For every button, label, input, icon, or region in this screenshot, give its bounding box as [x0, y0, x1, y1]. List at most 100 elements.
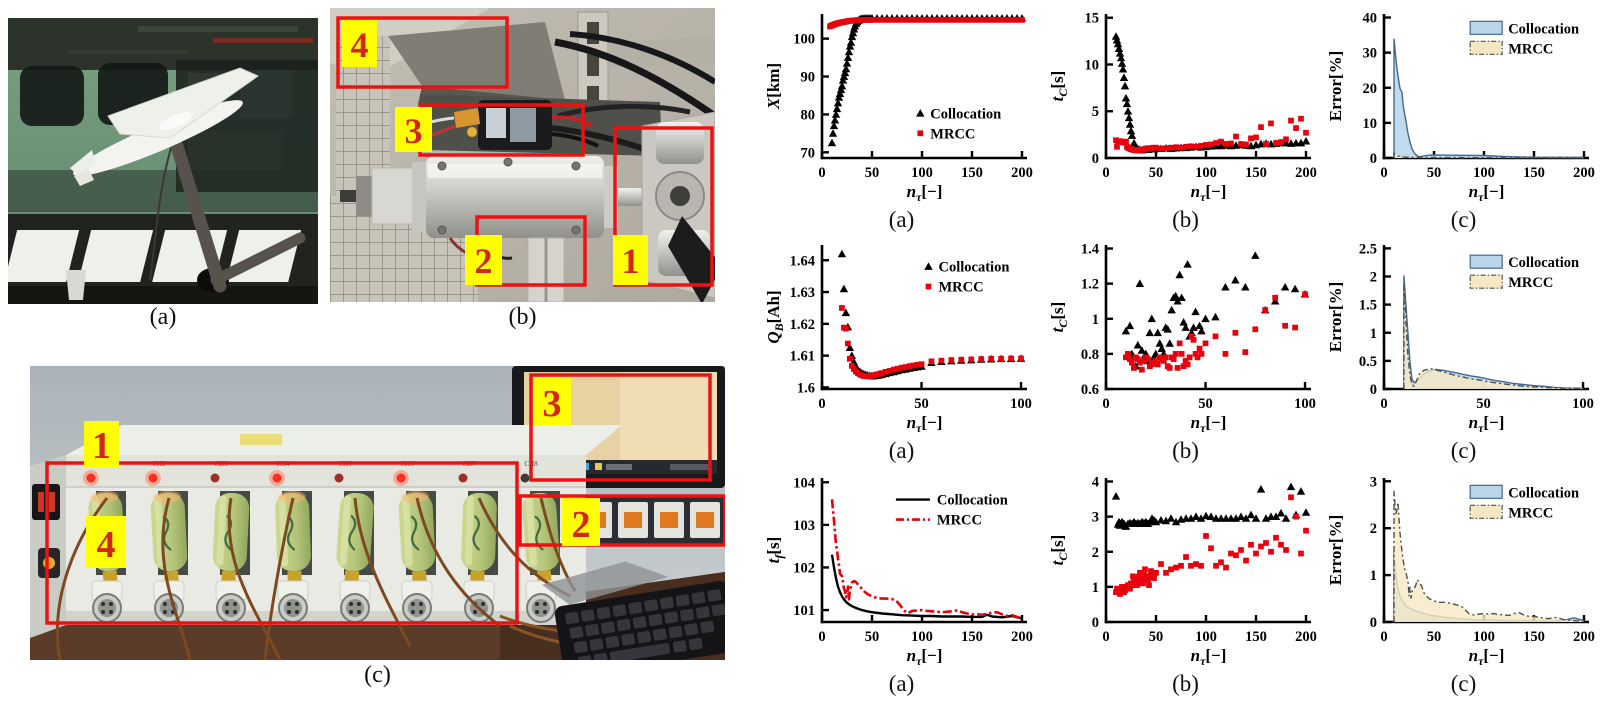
svg-text:50: 50: [1427, 629, 1442, 645]
chart-caption: (a): [888, 207, 915, 232]
channel-led: [210, 473, 220, 483]
svg-text:200: 200: [1011, 629, 1033, 645]
annotation-label: [342, 20, 377, 67]
svg-text:0.8: 0.8: [1081, 347, 1099, 363]
svg-text:tC[s]: tC[s]: [1048, 71, 1070, 102]
svg-text:0: 0: [1370, 615, 1377, 631]
svg-text:nτ[−]: nτ[−]: [1191, 646, 1227, 666]
photo-motor-rig: 4 3 2 1: [330, 8, 715, 302]
power-cable: [554, 38, 715, 119]
photo-wind-tunnel: [8, 18, 318, 304]
annotation-label: [613, 235, 648, 285]
svg-text:150: 150: [1245, 629, 1267, 645]
svg-text:tC[s]: tC[s]: [1048, 302, 1070, 333]
annotation-number: 1: [622, 241, 640, 281]
chart-caption: (c): [1450, 671, 1477, 696]
svg-text:X[km]: X[km]: [764, 63, 783, 110]
tunnel-window: [20, 66, 84, 126]
photo-caption-a: (a): [149, 304, 177, 330]
svg-text:100: 100: [1473, 629, 1495, 645]
svg-text:0: 0: [1380, 165, 1387, 181]
svg-text:100: 100: [1473, 165, 1495, 181]
svg-text:Collocation: Collocation: [939, 260, 1010, 276]
svg-text:0: 0: [1102, 396, 1109, 412]
svg-text:1.64: 1.64: [790, 253, 815, 269]
chart-caption: (c): [1450, 207, 1477, 232]
svg-text:Collocation: Collocation: [1508, 255, 1579, 271]
chart-caption: (b): [1172, 438, 1199, 463]
svg-text:150: 150: [1523, 165, 1545, 181]
svg-text:100: 100: [1572, 396, 1594, 412]
support-strut: [165, 123, 227, 293]
svg-text:0: 0: [818, 396, 825, 412]
svg-text:100: 100: [911, 165, 933, 181]
svg-text:200: 200: [1573, 629, 1595, 645]
uav-model: [70, 67, 260, 186]
svg-text:nτ[−]: nτ[−]: [1469, 413, 1505, 433]
channel-led: [272, 473, 282, 483]
svg-text:150: 150: [961, 165, 983, 181]
chart-caption: (a): [888, 438, 915, 463]
svg-text:50: 50: [1476, 396, 1491, 412]
svg-text:200: 200: [1295, 165, 1317, 181]
svg-text:QB[Ah]: QB[Ah]: [764, 290, 786, 343]
svg-text:3: 3: [1370, 474, 1377, 490]
svg-text:0: 0: [1092, 151, 1099, 167]
chart-tc-vs-n-row2: 0 50 100 0.6 0.8 1 1.2 1.4 nτ[−] tC[s] (b): [1048, 233, 1323, 464]
svg-text:50: 50: [1198, 396, 1213, 412]
svg-text:nτ[−]: nτ[−]: [1191, 413, 1227, 433]
keyboard: [542, 561, 725, 660]
photo-caption-c: (c): [364, 662, 391, 688]
channel-led: [520, 473, 530, 483]
annotation-box-2: [518, 494, 725, 547]
svg-text:100: 100: [793, 32, 815, 48]
svg-text:2: 2: [1092, 545, 1099, 561]
svg-text:70: 70: [801, 145, 816, 161]
channel-led: [86, 473, 96, 483]
svg-text:4: 4: [1092, 475, 1099, 491]
svg-text:MRCC: MRCC: [937, 513, 982, 529]
chart-canvas: 0 50 100 0 0.5 1 1.5 2 2.5 nτ[−] Error[%] Collocati…: [1326, 241, 1594, 435]
svg-text:nτ[−]: nτ[−]: [1191, 182, 1227, 202]
paper-cup: [66, 270, 86, 300]
xt60-connector: [454, 108, 480, 128]
svg-text:0: 0: [1370, 382, 1377, 398]
svg-text:0: 0: [1370, 151, 1377, 167]
svg-text:MRCC: MRCC: [930, 126, 975, 142]
svg-text:150: 150: [1245, 165, 1267, 181]
chart-qb-vs-n: 0 50 100 1.6 1.61 1.62 1.63 1.64 nτ[−] QB[Ah] Coll…: [764, 233, 1039, 464]
svg-text:10: 10: [1085, 57, 1100, 73]
annotation-label: [395, 107, 432, 152]
annotation-number: 3: [543, 383, 562, 425]
folder-icon: [595, 463, 602, 470]
chart-error-row2: 0 50 100 0 0.5 1 1.5 2 2.5 nτ[−] Error[%] Collocati…: [1326, 233, 1600, 464]
svg-text:1: 1: [1370, 326, 1377, 342]
svg-text:100: 100: [1294, 396, 1316, 412]
svg-text:100: 100: [911, 629, 933, 645]
svg-text:Error[%]: Error[%]: [1326, 282, 1345, 353]
svg-text:0: 0: [1380, 396, 1387, 412]
svg-text:150: 150: [1523, 629, 1545, 645]
svg-text:tC[s]: tC[s]: [1048, 535, 1070, 566]
svg-text:1.6: 1.6: [797, 380, 815, 396]
photo-caption-b: (b): [508, 304, 537, 330]
svg-text:1.4: 1.4: [1081, 242, 1099, 258]
svg-text:1.5: 1.5: [1359, 298, 1377, 314]
svg-text:5: 5: [1092, 104, 1099, 120]
svg-text:20: 20: [1363, 81, 1378, 97]
svg-text:0: 0: [1092, 615, 1099, 631]
photo-battery-cycler: CH1CH2CH3CH4CH5CH6CH7CH8: [30, 366, 725, 660]
annotation-box-3: [529, 373, 712, 482]
chart-tf-vs-n: 0 50 100 150 200 101 102 103 104 nτ[−] tf[s] Colloc…: [764, 466, 1039, 697]
svg-text:200: 200: [1011, 165, 1033, 181]
svg-text:MRCC: MRCC: [939, 280, 984, 296]
annotation-label: [533, 377, 571, 425]
annotation-label: [465, 235, 502, 285]
chart-tc-vs-n-row1: 0 50 100 150 200 0 5 10 15 nτ[−] tC[s] (b): [1048, 2, 1323, 233]
annotation-box-1: [45, 461, 519, 625]
chart-canvas: 0 50 100 0.6 0.8 1 1.2 1.4 nτ[−] tC[s]: [1048, 242, 1316, 435]
svg-text:nτ[−]: nτ[−]: [1469, 182, 1505, 202]
svg-text:1.63: 1.63: [790, 285, 815, 301]
svg-text:200: 200: [1295, 629, 1317, 645]
